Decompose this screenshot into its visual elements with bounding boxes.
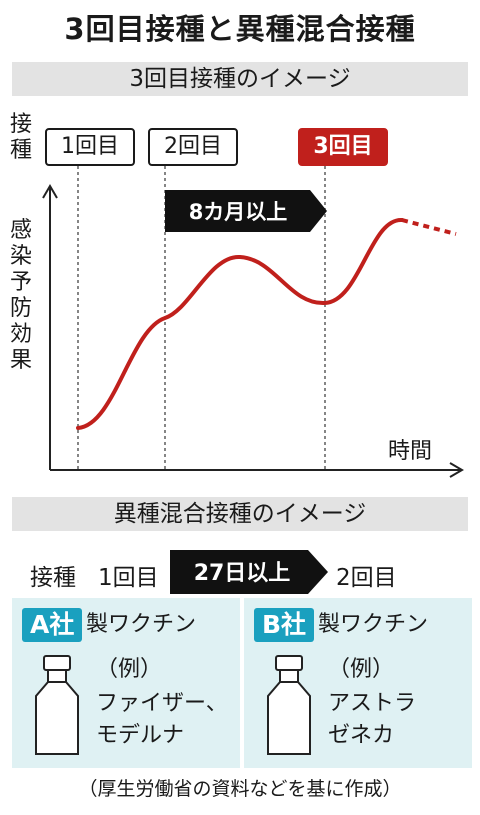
x-axis-label: 時間 (388, 439, 432, 464)
dose2-box: 2回目 (148, 128, 238, 166)
section1-heading: 3回目接種のイメージ (12, 62, 468, 96)
interval-arrow (165, 190, 327, 232)
effect-curve (76, 217, 404, 430)
company-b-example-line2: ゼネカ (328, 723, 395, 748)
interval-label-2: 27日以上 (194, 561, 291, 586)
company-b-vaccine-label: 製ワクチン (318, 612, 429, 637)
effect-curve-projection (401, 218, 457, 236)
dose3-box: 3回目 (298, 128, 388, 166)
panel-b: B社 製ワクチン （例） アストラ ゼネカ (244, 598, 472, 768)
company-a-example-line2: モデルナ (96, 723, 185, 748)
interval-arrow-2: 27日以上 (170, 550, 328, 594)
row-label: 接種 (30, 565, 76, 591)
vaccine-vial-icon (35, 655, 79, 755)
y-axis-label: 感染予防効果 (9, 218, 32, 373)
company-a-badge: A社 (22, 608, 83, 642)
company-b-example-line1: アストラ (328, 691, 417, 716)
section2-heading: 異種混合接種のイメージ (12, 497, 468, 531)
source-note: （厚生労働省の資料などを基に作成） (78, 778, 402, 800)
vaccine-vial-icon (267, 655, 311, 755)
y-axis-arrowhead (42, 184, 58, 199)
company-a-example-label: （例） (96, 657, 163, 682)
company-b-badge: B社 (254, 608, 315, 642)
main-title: 3回目接種と異種混合接種 (64, 12, 416, 46)
panel-a: A社 製ワクチン （例） ファイザー、 モデルナ (12, 598, 240, 768)
interval-label: 8カ月以上 (189, 200, 288, 224)
x-axis-arrowhead (449, 462, 464, 478)
dose1-box: 1回目 (45, 128, 135, 166)
company-a-example-line1: ファイザー、 (96, 691, 228, 716)
effect-chart: 8カ月以上 時間 (42, 166, 464, 478)
company-b-example-label: （例） (328, 657, 395, 682)
row-dose2: 2回目 (336, 565, 397, 591)
company-a-vaccine-label: 製ワクチン (86, 612, 197, 637)
row-dose1: 1回目 (98, 565, 159, 591)
y-axis-top-label: 接種 (9, 112, 32, 163)
